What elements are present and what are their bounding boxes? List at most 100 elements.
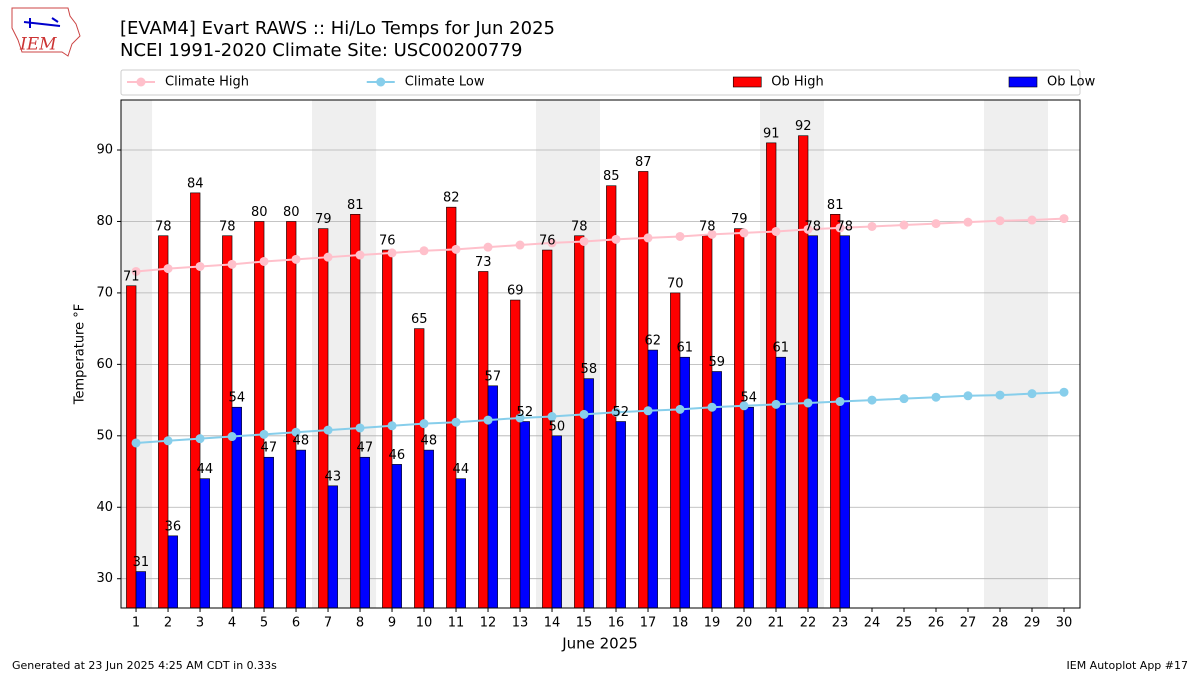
data-label: 62 [645,334,662,349]
x-tick-label: 20 [736,616,753,631]
data-label: 80 [251,205,268,220]
data-label: 59 [709,355,726,370]
data-label: 44 [197,462,214,477]
line-marker [899,220,909,230]
data-label: 84 [187,176,204,191]
bar [359,456,370,608]
y-tick-label: 50 [96,428,113,443]
data-label: 52 [517,405,534,420]
line-marker [163,264,173,274]
bar [135,571,146,608]
line [135,391,1065,444]
bar [647,349,658,608]
data-label: 58 [581,362,598,377]
y-tick-label: 80 [96,214,113,229]
line-marker [483,415,493,425]
x-axis-label: June 2025 [561,635,638,653]
line-marker [387,248,397,258]
data-label: 69 [507,284,524,299]
data-label: 50 [549,419,566,434]
line-marker [1027,215,1037,225]
data-label: 91 [763,126,780,141]
x-tick-label: 7 [324,616,332,631]
logo-outline [11,7,81,57]
data-label: 79 [731,212,748,227]
data-label: 81 [827,198,844,213]
chart-subtitle: NCEI 1991-2020 Climate Site: USC00200779 [120,40,522,61]
data-label: 78 [155,219,172,234]
legend-label: Climate Low [405,75,485,90]
line-marker [611,234,621,244]
line-marker [675,231,685,241]
x-tick-label: 13 [512,616,529,631]
bar [446,206,457,608]
line-marker [483,242,493,252]
weekend-shade [1016,100,1049,608]
logo: IEM [11,7,81,57]
bar [190,192,201,608]
line-marker [707,229,717,239]
line-marker [995,390,1005,400]
line-marker [291,254,301,264]
footer-right: IEM Autoplot App #17 [1067,659,1189,672]
data-label: 78 [805,219,822,234]
x-tick-label: 27 [960,616,977,631]
bar [318,228,329,608]
x-tick-label: 29 [1024,616,1041,631]
line-marker [547,412,557,422]
x-tick-label: 16 [608,616,625,631]
bar [734,228,745,608]
line-marker [867,221,877,231]
bar [702,235,713,608]
logo-icon [23,17,61,28]
line-marker [355,250,365,260]
x-tick-label: 14 [544,616,561,631]
line-marker [643,406,653,416]
data-label: 78 [571,219,588,234]
bar [606,185,617,608]
bar [766,142,777,608]
data-label: 92 [795,119,812,134]
data-label: 79 [315,212,332,227]
data-label: 54 [741,391,758,406]
data-label: 61 [677,341,694,356]
line-marker [707,402,717,412]
bar [199,478,210,608]
weekend-shade [984,100,1017,608]
data-label: 47 [261,441,278,456]
bar [295,449,306,608]
x-tick-label: 4 [228,616,236,631]
bar [286,221,297,608]
data-label: 36 [165,519,182,534]
data-label: 80 [283,205,300,220]
line-marker [515,240,525,250]
bar [478,271,489,608]
line-marker [963,391,973,401]
x-tick-label: 1 [132,616,140,631]
line-marker [451,244,461,254]
line-marker [259,256,269,266]
line-marker [387,421,397,431]
bar [519,421,530,608]
line-marker [771,399,781,409]
line-marker [995,216,1005,226]
data-label: 57 [485,369,502,384]
line-marker [899,394,909,404]
footer-left: Generated at 23 Jun 2025 4:25 AM CDT in … [12,659,277,672]
y-tick-label: 60 [96,357,113,372]
legend-swatch [1008,76,1038,88]
line-marker [547,238,557,248]
x-tick-label: 24 [864,616,881,631]
line-marker [515,413,525,423]
legend-marker [376,77,386,87]
line-marker [1059,387,1069,397]
bar [350,214,361,608]
bar [510,299,521,608]
data-label: 47 [357,441,374,456]
line-marker [291,427,301,437]
x-tick-label: 11 [448,616,465,631]
line-marker [1027,389,1037,399]
x-tick-label: 9 [388,616,396,631]
plot-frame [120,99,1081,609]
line-marker [227,259,237,269]
